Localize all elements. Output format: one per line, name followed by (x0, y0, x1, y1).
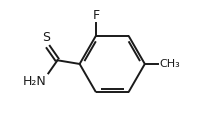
Text: F: F (92, 9, 99, 22)
Text: CH₃: CH₃ (159, 59, 180, 69)
Text: H₂N: H₂N (23, 75, 47, 88)
Text: S: S (42, 31, 50, 44)
